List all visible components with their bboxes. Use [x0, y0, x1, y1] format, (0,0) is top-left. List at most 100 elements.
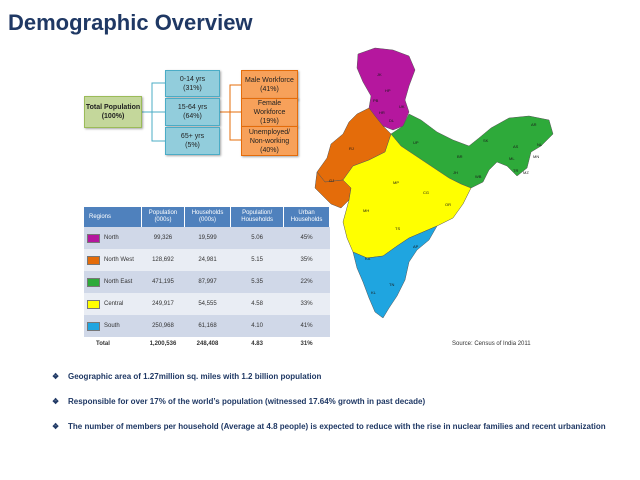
map-label: KA [365, 256, 371, 261]
map-label: PB [373, 98, 379, 103]
population-cell: 471,195 [141, 271, 185, 293]
age-0-14-label: 0-14 yrs [179, 75, 206, 83]
region-name: North East [104, 278, 133, 285]
bullet-text: Responsible for over 17% of the world’s … [68, 397, 426, 406]
region-swatch-north [87, 233, 100, 243]
map-label: TR [513, 168, 518, 173]
map-label: GJ [329, 178, 334, 183]
age-15-64-box: 15-64 yrs (64%) [165, 98, 220, 126]
urban-cell: 41% [283, 315, 330, 337]
households-cell: 54,555 [184, 293, 231, 315]
map-label: AP [413, 244, 419, 249]
table-row: North West 128,692 24,981 5.15 35% [84, 249, 330, 271]
age-15-64-label: 15-64 yrs [177, 104, 208, 111]
age-15-64-value: (64%) [183, 113, 202, 120]
total-population: 1,200,536 [141, 337, 185, 350]
map-label: CG [423, 190, 429, 195]
households-cell: 19,599 [184, 227, 231, 249]
unemployed-value: (40%) [260, 146, 279, 154]
map-label: SK [483, 138, 489, 143]
header-households: Households (000s) [184, 207, 232, 227]
region-name: Central [104, 300, 124, 307]
table-header-row: Regions Population (000s) Households (00… [84, 207, 330, 227]
bullet-text: The number of members per household (Ave… [68, 422, 606, 431]
map-label: TN [389, 282, 394, 287]
households-cell: 24,981 [184, 249, 231, 271]
per-household-cell: 4.10 [230, 315, 284, 337]
diamond-bullet-icon: ❖ [52, 372, 60, 381]
map-labels: JK HP PB HR DL UK RJ UP BR SK JH WB AS A… [329, 72, 543, 295]
table-row: South 250,968 61,168 4.10 41% [84, 315, 330, 337]
bullet-text: Geographic area of 1.27million sq. miles… [68, 372, 322, 381]
total-population-label: Total Population [85, 104, 141, 111]
population-cell: 99,326 [141, 227, 185, 249]
region-swatch-south [87, 321, 100, 331]
households-cell: 87,997 [184, 271, 231, 293]
table-row: North East 471,195 87,997 5.35 22% [84, 271, 330, 293]
bullet-item: ❖ The number of members per household (A… [52, 421, 612, 432]
unemployed-label: Unemployed/ Non-working [248, 128, 291, 145]
female-workforce-label: Female Workforce [253, 100, 286, 116]
region-swatch-north-west [87, 255, 100, 265]
diamond-bullet-icon: ❖ [52, 397, 60, 406]
bullet-item: ❖ Responsible for over 17% of the world’… [52, 396, 612, 407]
urban-cell: 33% [283, 293, 330, 315]
map-region-south [352, 225, 438, 319]
map-label: WB [475, 174, 482, 179]
map-label: DL [389, 118, 395, 123]
map-label: HR [379, 110, 385, 115]
diamond-bullet-icon: ❖ [52, 422, 60, 431]
age-0-14-value: (31%) [183, 84, 202, 92]
map-region-gujarat [314, 171, 352, 209]
map-label: TS [395, 226, 400, 231]
map-label: MN [533, 154, 539, 159]
region-name: South [104, 322, 120, 329]
per-household-cell: 5.35 [230, 271, 284, 293]
households-cell: 61,168 [184, 315, 231, 337]
map-label: JK [377, 72, 382, 77]
header-pop-per-household: Population/ Households [230, 207, 285, 227]
urban-cell: 22% [283, 271, 330, 293]
map-label: KL [371, 290, 377, 295]
age-65-plus-value: (5%) [185, 142, 200, 149]
female-workforce-value: (19%) [260, 118, 279, 125]
header-urban-households: Urban Households [283, 207, 330, 227]
population-cell: 249,917 [141, 293, 185, 315]
population-cell: 250,968 [141, 315, 185, 337]
india-map: JK HP PB HR DL UK RJ UP BR SK JH WB AS A… [314, 47, 554, 319]
map-label: MP [393, 180, 399, 185]
map-label: AR [531, 122, 537, 127]
region-swatch-north-east [87, 277, 100, 287]
male-workforce-value: (41%) [260, 86, 279, 93]
table-total-row: Total 1,200,536 248,408 4.83 31% [84, 337, 330, 350]
per-household-cell: 5.06 [230, 227, 284, 249]
total-population-value: (100%) [101, 113, 125, 120]
table-row: North 99,326 19,599 5.06 45% [84, 227, 330, 249]
total-per-household: 4.83 [230, 337, 284, 350]
map-label: RJ [349, 146, 354, 151]
unemployed-box: Unemployed/ Non-working (40%) [241, 126, 298, 156]
per-household-cell: 4.58 [230, 293, 284, 315]
urban-cell: 45% [283, 227, 330, 249]
urban-cell: 35% [283, 249, 330, 271]
male-workforce-box: Male Workforce (41%) [241, 70, 298, 100]
bullet-list: ❖ Geographic area of 1.27million sq. mil… [52, 371, 612, 446]
map-label: AS [513, 144, 519, 149]
total-urban: 31% [283, 337, 330, 350]
map-label: MZ [523, 170, 529, 175]
map-label: MH [363, 208, 369, 213]
region-name: North West [104, 256, 134, 263]
map-label: UK [399, 104, 405, 109]
bullet-item: ❖ Geographic area of 1.27million sq. mil… [52, 371, 612, 382]
total-population-box: Total Population (100%) [84, 96, 142, 128]
regions-table: Regions Population (000s) Households (00… [84, 207, 330, 350]
page-title: Demographic Overview [8, 10, 253, 35]
map-label: BR [457, 154, 463, 159]
table-row: Central 249,917 54,555 4.58 33% [84, 293, 330, 315]
header-population: Population (000s) [141, 207, 185, 227]
header-regions: Regions [84, 207, 142, 227]
age-65-plus-box: 65+ yrs (5%) [165, 127, 220, 155]
male-workforce-label: Male Workforce [245, 77, 294, 84]
source-note: Source: Census of India 2011 [452, 341, 531, 347]
